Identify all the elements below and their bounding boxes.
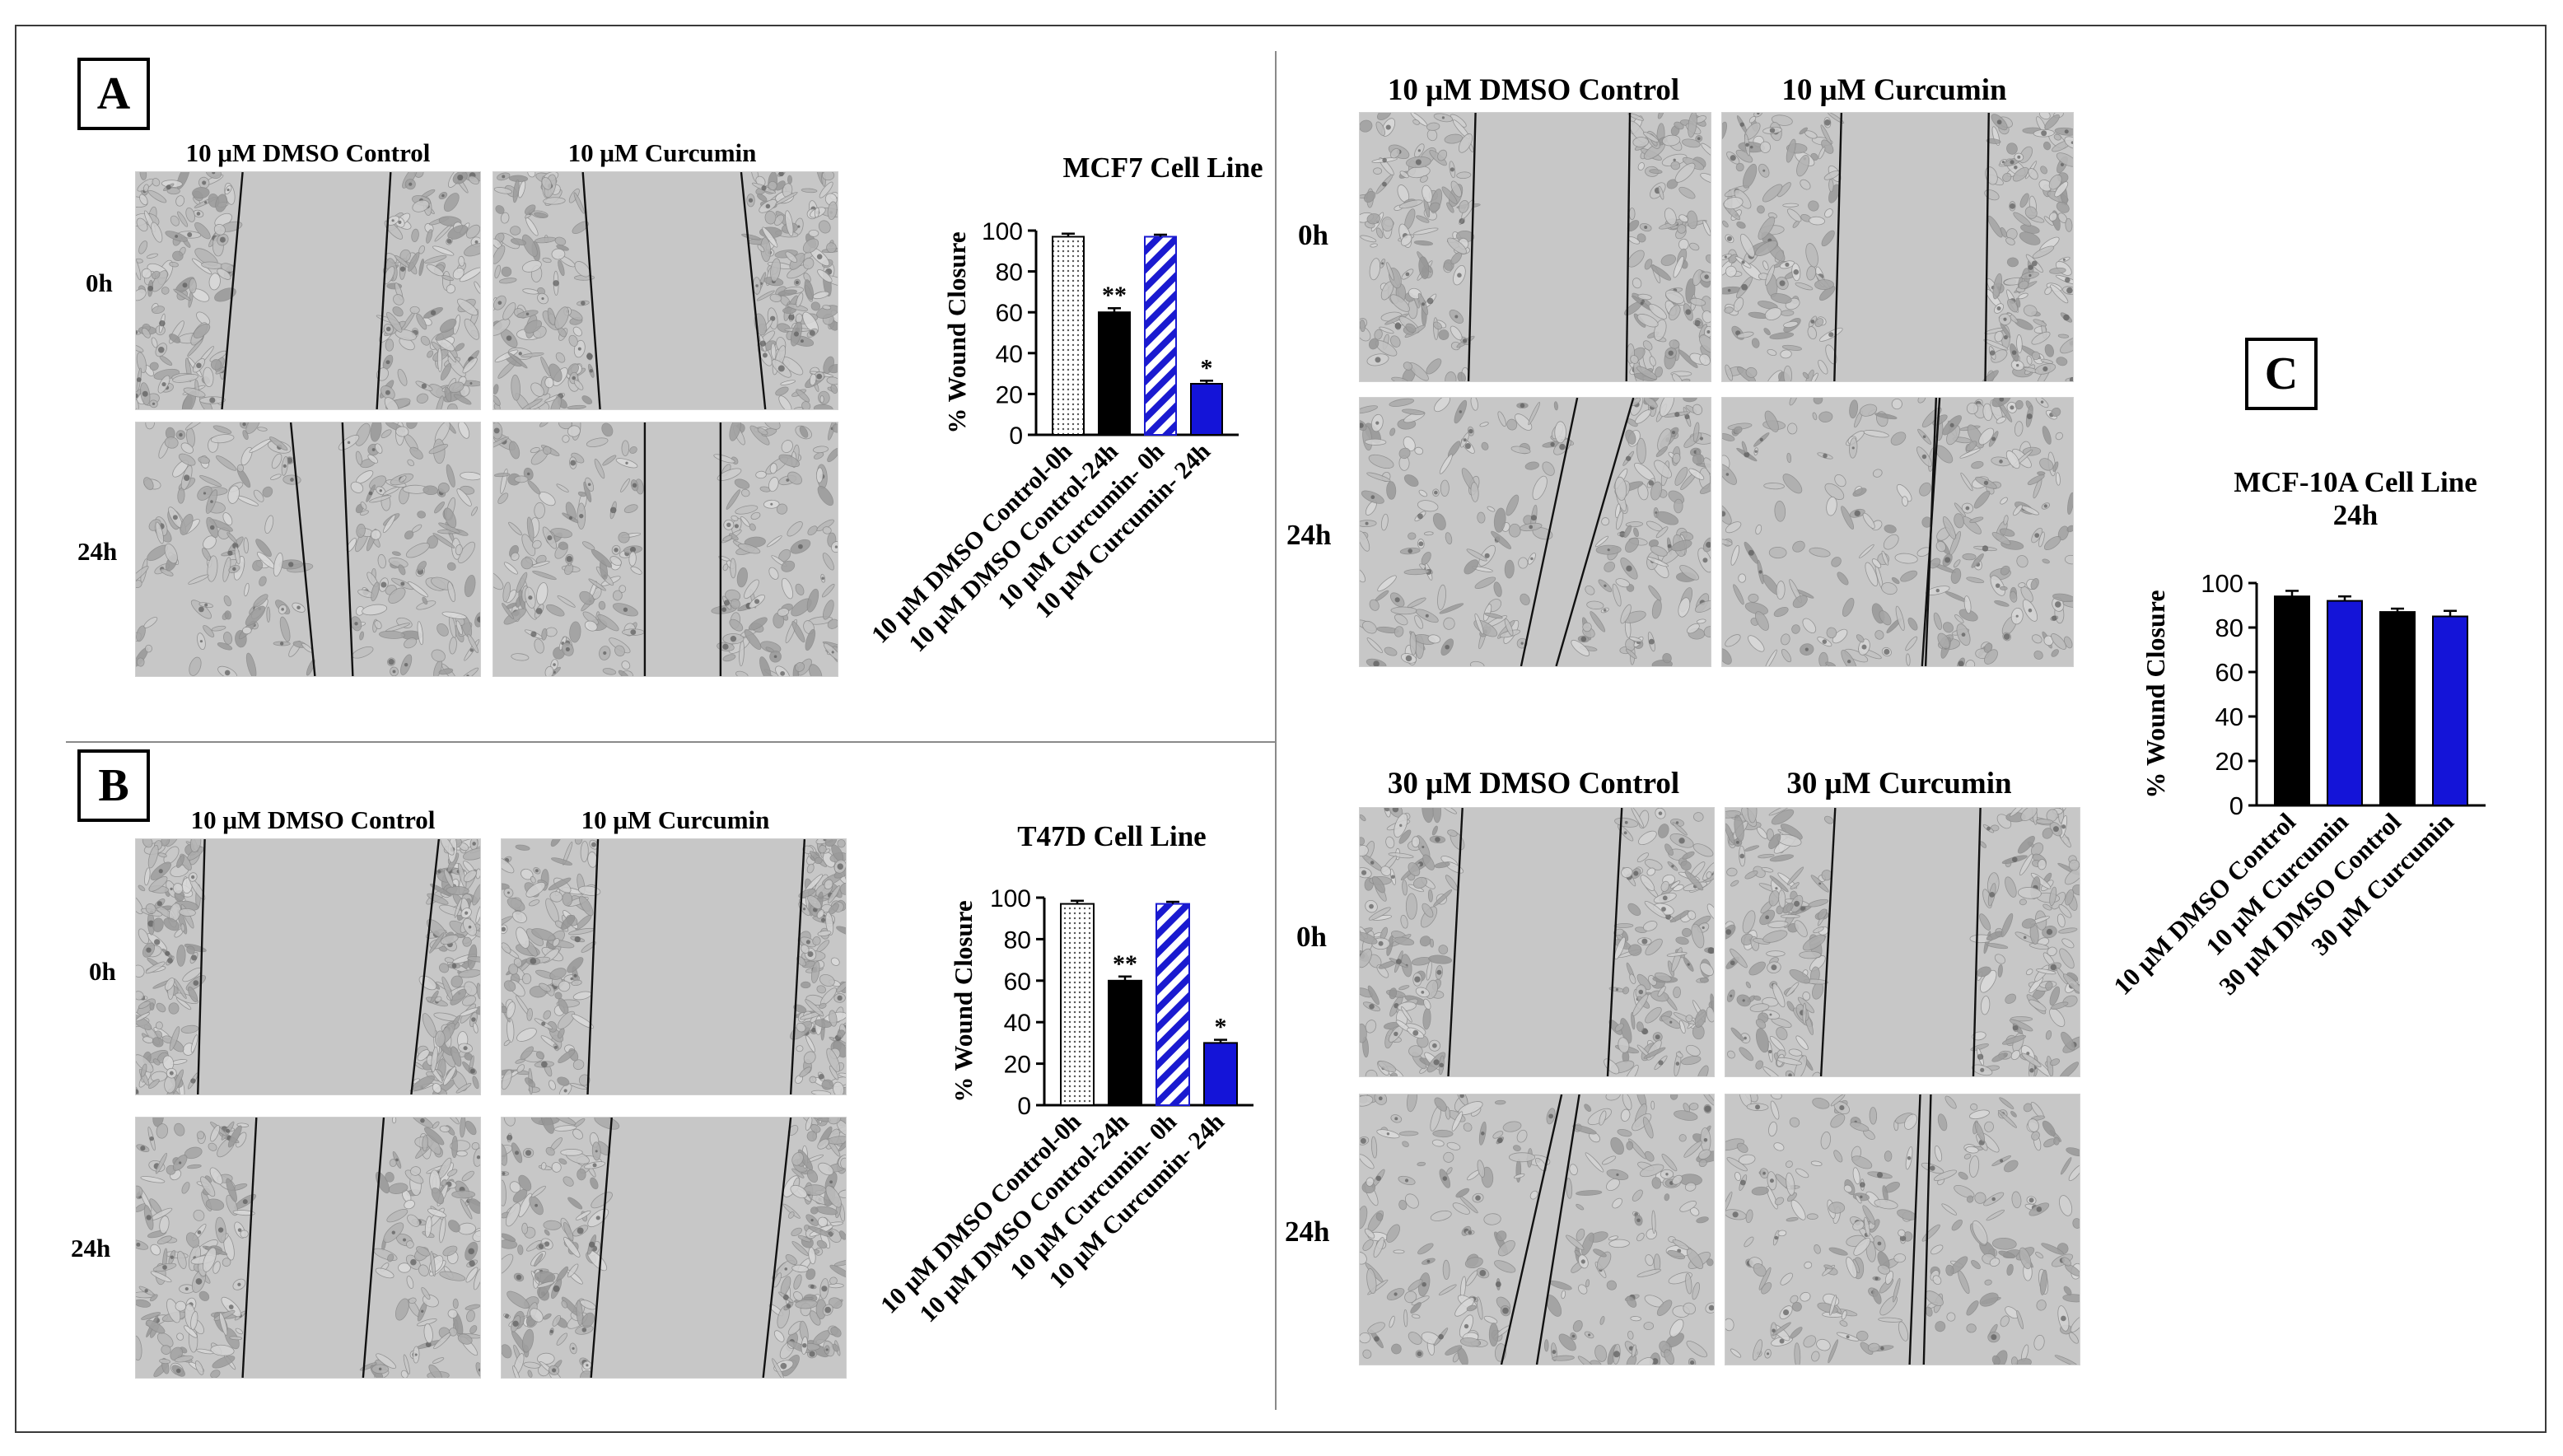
chart-c-bar-4 [2432,615,2468,806]
chart-b-title: T47D Cell Line [1017,820,1207,852]
micrograph-panel-c-top-dmso-10-0h [1359,112,1711,382]
chart-b-t47d: 0 20 40 60 80 100% Wound Closure 10 μM DMSO Co… [875,856,1268,1384]
chart-c-bar-2 [2327,600,2363,806]
chart-c-y-tick-label: 20 [2215,747,2243,776]
micrograph-panel-c-top-curcumin-10-24h [1721,397,2074,667]
chart-b-bar-2 [1108,979,1142,1106]
panel-a-column-title-dmso: 10 μM DMSO Control [185,138,431,167]
panel-c-top-column-title-curcumin: 10 μM Curcumin [1781,73,2007,107]
chart-b-significance-2: ** [1113,950,1137,978]
chart-a-y-tick-label: 100 [982,218,1023,245]
panel-label-a: A [77,58,150,130]
panel-a-row-label-0h: 0h [86,268,113,297]
chart-a-y-axis-label: % Wound Closure [942,231,971,433]
micrograph-panel-c-bottom-curcumin-30-24h [1725,1094,2080,1365]
panel-c-bottom-row-label-24h: 24h [1285,1216,1330,1248]
chart-b-y-tick-label: 60 [1004,968,1031,996]
micrograph-panel-b-curcumin-0h [501,838,847,1095]
chart-b-bar-3 [1155,903,1190,1107]
figure-frame [15,25,2547,1433]
chart-a-bar-1 [1052,236,1085,436]
micrograph-panel-a-curcumin-24h [493,422,838,677]
chart-b-y-tick-label: 100 [990,885,1031,912]
micrograph-panel-c-bottom-curcumin-30-0h [1725,807,2080,1077]
chart-a-bar-4 [1190,383,1223,436]
panel-b-row-label-24h: 24h [71,1234,111,1262]
chart-a-significance-2: ** [1102,282,1127,309]
panel-c-top-row-label-24h: 24h [1286,519,1332,551]
panel-a-row-label-24h: 24h [77,537,118,566]
chart-a-bar-2 [1098,311,1131,436]
panel-b-column-title-dmso: 10 μM DMSO Control [190,805,436,834]
micrograph-panel-a-curcumin-0h [493,171,838,410]
chart-b-y-tick-label: 20 [1004,1052,1031,1079]
panel-label-b: B [77,749,150,822]
horizontal-divider [66,741,1275,743]
chart-a-y-tick-label: 20 [996,381,1023,408]
panel-label-c: C [2245,338,2318,410]
panel-b-row-label-0h: 0h [89,957,116,986]
micrograph-panel-c-bottom-dmso-30-0h [1359,807,1715,1077]
chart-c-y-tick-label: 60 [2215,658,2243,687]
panel-c-bottom-row-label-0h: 0h [1296,921,1327,953]
micrograph-panel-b-curcumin-24h [501,1117,847,1379]
chart-b-y-tick-label: 40 [1004,1010,1031,1037]
chart-a-y-tick-label: 60 [996,300,1023,327]
chart-c-y-axis-label: % Wound Closure [2141,590,2170,798]
chart-a-bar-3 [1144,236,1177,436]
chart-c-title: MCF-10A Cell Line 24h [2234,466,2477,532]
chart-b-y-tick-label: 0 [1017,1093,1031,1120]
micrograph-panel-a-dmso-24h [135,422,481,677]
chart-c-y-tick-label: 80 [2215,614,2243,642]
chart-c-bar-1 [2274,595,2310,806]
micrograph-panel-b-dmso-24h [135,1117,481,1379]
vertical-divider [1275,51,1277,1410]
micrograph-panel-c-top-dmso-10-24h [1359,397,1711,667]
chart-a-y-tick-label: 40 [996,341,1023,368]
chart-b-y-tick-label: 80 [1004,926,1031,954]
chart-a-y-tick-label: 0 [1009,422,1023,450]
chart-a-y-tick-label: 80 [996,259,1023,287]
chart-a-mcf7: 0 20 40 60 80 100% Wound Closure 10 μM DMSO Co… [866,189,1268,716]
chart-c-y-tick-label: 100 [2201,569,2243,598]
chart-a-significance-4: * [1201,354,1213,381]
chart-c-bar-3 [2379,611,2416,806]
micrograph-panel-b-dmso-0h [135,838,481,1095]
chart-c-y-tick-label: 0 [2229,791,2243,820]
chart-c-mcf10a: 0 20 40 60 80 100% Wound Closure 10 μM DMSO Co… [2108,544,2537,1071]
micrograph-panel-c-top-curcumin-10-0h [1721,112,2074,382]
micrograph-panel-c-bottom-dmso-30-24h [1359,1094,1715,1365]
panel-c-bottom-column-title-curcumin: 30 μM Curcumin [1786,767,2012,800]
chart-b-significance-4: * [1215,1014,1227,1041]
chart-b-bar-4 [1203,1042,1238,1106]
micrograph-panel-a-dmso-0h [135,171,481,410]
chart-c-title-line2: 24h [2332,499,2379,531]
panel-b-column-title-curcumin: 10 μM Curcumin [581,805,770,834]
panel-c-top-column-title-dmso: 10 μM DMSO Control [1387,73,1680,107]
chart-b-bar-1 [1060,903,1095,1107]
chart-c-title-line1: MCF-10A Cell Line [2234,466,2477,498]
panel-c-top-row-label-0h: 0h [1298,219,1328,251]
panel-a-column-title-curcumin: 10 μM Curcumin [567,138,757,167]
chart-c-y-tick-label: 40 [2215,702,2243,731]
chart-b-y-axis-label: % Wound Closure [949,900,978,1102]
panel-c-bottom-column-title-dmso: 30 μM DMSO Control [1387,767,1680,800]
chart-a-title: MCF7 Cell Line [1062,152,1263,184]
